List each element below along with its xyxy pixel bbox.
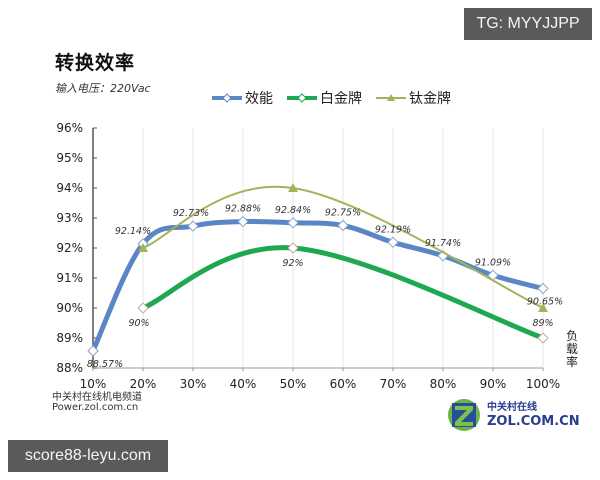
x-tick-label: 60%: [330, 377, 357, 391]
y-tick-label: 92%: [56, 241, 83, 255]
watermark-site: score88-leyu.com: [8, 440, 168, 472]
diamond-marker: [387, 236, 399, 249]
watermark-tg: TG: MYYJJPP: [464, 8, 592, 40]
source-url: Power.zol.com.cn: [52, 402, 139, 413]
data-label: 92.19%: [375, 224, 411, 235]
data-label: 90%: [128, 318, 149, 329]
diamond-marker: [537, 332, 549, 344]
x-tick-label: 100%: [526, 377, 560, 391]
x-tick-label: 80%: [430, 377, 457, 391]
line-diamond-icon: [212, 93, 242, 103]
diamond-marker: [287, 217, 299, 229]
data-label: 92.88%: [225, 204, 261, 215]
logo-cn: 中关村在线: [487, 402, 537, 413]
legend-item-efficiency: 效能: [212, 88, 273, 108]
diamond-marker: [137, 302, 149, 314]
data-label: 91.74%: [425, 238, 461, 249]
data-label: 91.09%: [475, 257, 511, 268]
diamond-marker: [237, 215, 249, 228]
y-tick-label: 93%: [56, 211, 83, 225]
logo-en: ZOL.COM.CN: [487, 414, 580, 429]
chart-series: [87, 183, 549, 357]
y-tick-label: 90%: [56, 301, 83, 315]
triangle-marker: [138, 243, 148, 252]
legend-label: 效能: [245, 91, 273, 107]
source-cn: 中关村在线机电频道: [52, 392, 142, 403]
chart-grid: [142, 128, 544, 368]
y-tick-label: 88%: [56, 361, 83, 375]
triangle-marker: [288, 183, 298, 192]
line-chart: 88% 89% 90% 91% 92% 93% 94% 95% 96% 10% 20% 30% 40% 5…: [56, 121, 563, 391]
legend-item-titanium: 钛金牌: [376, 88, 451, 108]
y-tick-label: 94%: [56, 181, 83, 195]
line-diamond-icon: [287, 93, 317, 103]
data-label: 88.57%: [87, 359, 123, 370]
series-line: [90, 218, 546, 354]
data-label: 89%: [532, 318, 553, 329]
x-axis-unit-label: 负载率: [566, 329, 579, 369]
x-tick-label: 20%: [130, 377, 157, 391]
data-label: 92%: [282, 258, 303, 269]
x-tick-label: 30%: [180, 377, 207, 391]
y-tick-label: 95%: [56, 151, 83, 165]
legend-label: 白金牌: [320, 91, 362, 107]
diamond-marker: [187, 220, 199, 232]
data-label: 92.14%: [115, 226, 151, 237]
data-label: 92.75%: [325, 208, 361, 219]
y-tick-label: 89%: [56, 331, 83, 345]
x-tick-label: 50%: [280, 377, 307, 391]
series-line: [142, 185, 544, 309]
zol-z-logo-icon: [448, 399, 480, 431]
diamond-marker: [87, 345, 99, 357]
legend-label: 钛金牌: [409, 91, 451, 107]
x-tick-label: 10%: [80, 377, 107, 391]
x-tick-label: 90%: [480, 377, 507, 391]
chart-title: 转换效率: [55, 52, 136, 74]
legend-item-platinum: 白金牌: [287, 88, 362, 108]
data-label: 90.65%: [527, 297, 563, 308]
diamond-marker: [537, 282, 549, 295]
series-line: [140, 245, 546, 341]
chart-subtitle: 输入电压：220Vac: [55, 82, 151, 95]
diamond-marker: [287, 242, 299, 254]
zol-logo: 中关村在线 ZOL.COM.CN: [447, 398, 580, 432]
data-label: 92.73%: [173, 208, 209, 219]
chart-axes: 88% 89% 90% 91% 92% 93% 94% 95% 96% 10% 20% 30% 40% 5…: [56, 121, 560, 391]
y-tick-label: 96%: [56, 121, 83, 135]
data-labels: 88.57% 92.14% 92.73% 92.88% 92.84% 92.75% 92.1…: [87, 204, 563, 370]
line-triangle-icon: [376, 94, 406, 101]
x-tick-label: 70%: [380, 377, 407, 391]
y-tick-label: 91%: [56, 271, 83, 285]
diamond-marker: [337, 219, 349, 232]
triangle-marker: [538, 303, 548, 312]
chart-legend: 效能 白金牌 钛金牌: [212, 88, 451, 108]
x-tick-label: 40%: [230, 377, 257, 391]
data-label: 92.84%: [275, 205, 311, 216]
